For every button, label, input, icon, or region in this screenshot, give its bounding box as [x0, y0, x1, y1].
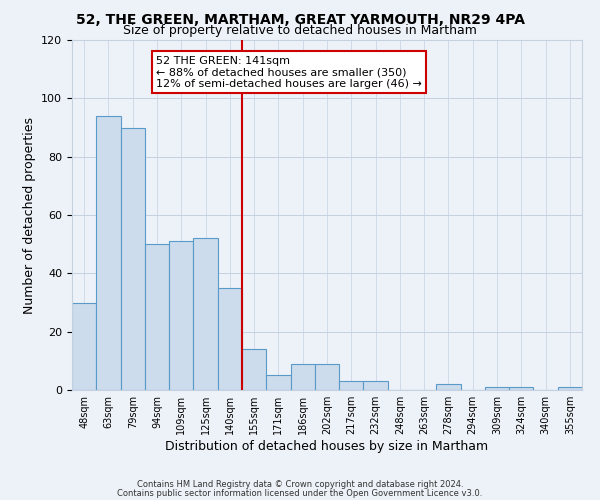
- X-axis label: Distribution of detached houses by size in Martham: Distribution of detached houses by size …: [166, 440, 488, 453]
- Bar: [436, 384, 461, 390]
- Bar: [485, 387, 509, 390]
- Text: Contains HM Land Registry data © Crown copyright and database right 2024.: Contains HM Land Registry data © Crown c…: [137, 480, 463, 489]
- Bar: [145, 244, 169, 390]
- Bar: [339, 381, 364, 390]
- Bar: [242, 349, 266, 390]
- Bar: [218, 288, 242, 390]
- Bar: [290, 364, 315, 390]
- Bar: [266, 376, 290, 390]
- Text: Contains public sector information licensed under the Open Government Licence v3: Contains public sector information licen…: [118, 488, 482, 498]
- Y-axis label: Number of detached properties: Number of detached properties: [23, 116, 35, 314]
- Bar: [169, 242, 193, 390]
- Bar: [72, 302, 96, 390]
- Text: Size of property relative to detached houses in Martham: Size of property relative to detached ho…: [123, 24, 477, 37]
- Bar: [121, 128, 145, 390]
- Text: 52 THE GREEN: 141sqm
← 88% of detached houses are smaller (350)
12% of semi-deta: 52 THE GREEN: 141sqm ← 88% of detached h…: [156, 56, 422, 89]
- Text: 52, THE GREEN, MARTHAM, GREAT YARMOUTH, NR29 4PA: 52, THE GREEN, MARTHAM, GREAT YARMOUTH, …: [76, 12, 524, 26]
- Bar: [315, 364, 339, 390]
- Bar: [364, 381, 388, 390]
- Bar: [558, 387, 582, 390]
- Bar: [509, 387, 533, 390]
- Bar: [96, 116, 121, 390]
- Bar: [193, 238, 218, 390]
